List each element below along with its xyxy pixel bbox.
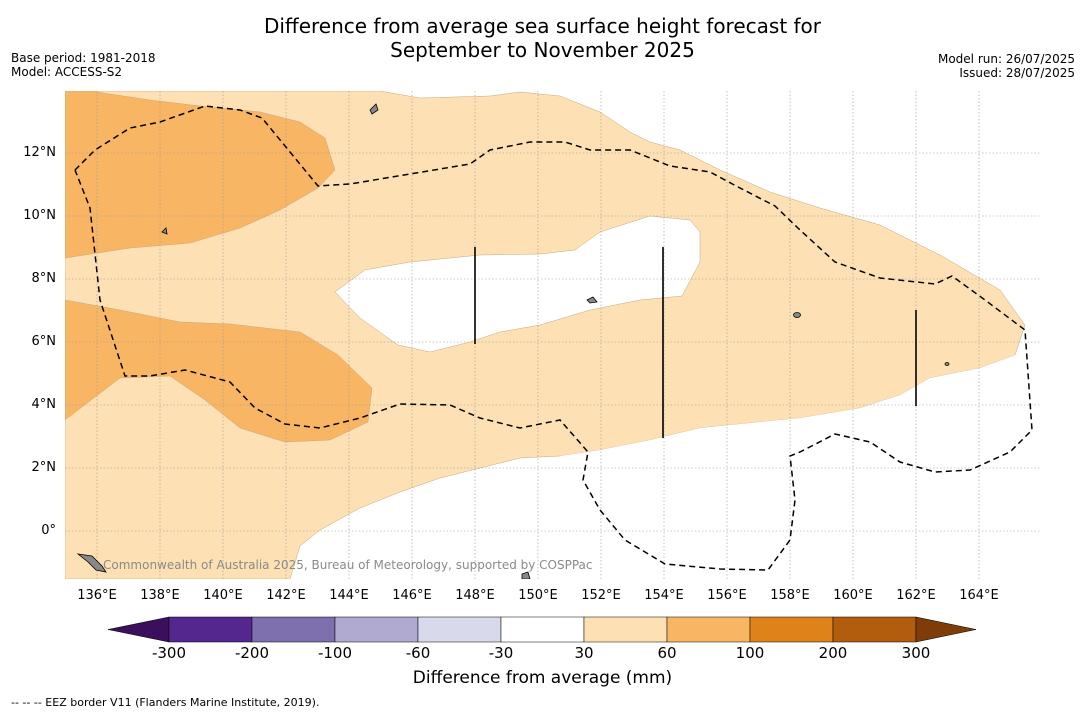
lat-label-8n: 8°N bbox=[31, 271, 57, 286]
islands bbox=[76, 103, 950, 579]
lon-label-140e: 140°E bbox=[203, 588, 243, 603]
lon-label-146e: 146°E bbox=[392, 588, 432, 603]
lon-label-138e: 138°E bbox=[140, 588, 180, 603]
colorbar-swatch-5 bbox=[500, 616, 585, 643]
lat-label-12n: 12°N bbox=[23, 145, 56, 160]
issued-date: Issued: 28/07/2025 bbox=[959, 66, 1075, 80]
map-credit: Commonwealth of Australia 2025, Bureau o… bbox=[103, 558, 593, 572]
anomaly-region-below-30 bbox=[334, 215, 701, 353]
title-line-1: Difference from average sea surface heig… bbox=[263, 14, 822, 38]
island-5 bbox=[944, 362, 950, 366]
colorbar-tick-4: -60 bbox=[405, 644, 431, 662]
island-2 bbox=[161, 227, 168, 235]
base-period: Base period: 1981-2018 bbox=[11, 51, 156, 65]
lon-label-152e: 152°E bbox=[581, 588, 621, 603]
colorbar-label: Difference from average (mm) bbox=[412, 668, 673, 688]
lon-label-154e: 154°E bbox=[644, 588, 684, 603]
colorbar-swatch-2 bbox=[251, 616, 336, 643]
lat-label-4n: 4°N bbox=[31, 397, 57, 412]
eez-border-lines bbox=[74, 105, 1033, 571]
lon-label-160e: 160°E bbox=[833, 588, 873, 603]
colorbar-arrow-right bbox=[915, 616, 977, 643]
lat-label-0: 0° bbox=[41, 523, 56, 538]
colorbar-tick-3: -100 bbox=[317, 644, 353, 662]
white-patch-south-east bbox=[560, 350, 1041, 579]
colorbar-tick-1: -300 bbox=[151, 644, 187, 662]
map-title: Difference from average sea surface heig… bbox=[0, 14, 1085, 62]
lon-label-148e: 148°E bbox=[455, 588, 495, 603]
colorbar bbox=[107, 616, 977, 643]
colorbar-swatch-1 bbox=[168, 616, 253, 643]
island-7 bbox=[521, 571, 531, 579]
colorbar-arrow-left bbox=[107, 616, 170, 643]
island-3 bbox=[586, 296, 598, 304]
meta-right: Model run: 26/07/2025 Issued: 28/07/2025 bbox=[938, 52, 1075, 80]
island-4 bbox=[793, 312, 801, 318]
map-area bbox=[65, 91, 1041, 579]
lon-label-158e: 158°E bbox=[770, 588, 810, 603]
meta-left: Base period: 1981-2018 Model: ACCESS-S2 bbox=[11, 51, 156, 79]
colorbar-swatch-7 bbox=[666, 616, 751, 643]
graticule bbox=[65, 91, 1041, 579]
lat-label-6n: 6°N bbox=[31, 334, 57, 349]
lon-label-142e: 142°E bbox=[266, 588, 306, 603]
colorbar-swatch-6 bbox=[583, 616, 668, 643]
eez-legend-note: -- -- -- EEZ border V11 (Flanders Marine… bbox=[11, 696, 320, 709]
model-name: Model: ACCESS-S2 bbox=[11, 65, 123, 79]
colorbar-swatch-9 bbox=[832, 616, 917, 643]
colorbar-tick-6: 30 bbox=[574, 644, 594, 662]
lon-label-164e: 164°E bbox=[959, 588, 999, 603]
lat-label-2n: 2°N bbox=[31, 460, 57, 475]
eez-solid-segments bbox=[474, 247, 917, 438]
colorbar-tick-7: 60 bbox=[657, 644, 677, 662]
colorbar-tick-8: 100 bbox=[735, 644, 765, 662]
colorbar-swatch-4 bbox=[417, 616, 502, 643]
lon-label-150e: 150°E bbox=[518, 588, 558, 603]
colorbar-swatch-8 bbox=[749, 616, 834, 643]
colorbar-tick-10: 300 bbox=[901, 644, 931, 662]
title-line-2: September to November 2025 bbox=[390, 38, 695, 62]
lon-label-144e: 144°E bbox=[329, 588, 369, 603]
island-6 bbox=[76, 553, 107, 573]
colorbar-tick-5: -30 bbox=[488, 644, 514, 662]
colorbar-tick-9: 200 bbox=[818, 644, 848, 662]
lat-label-10n: 10°N bbox=[23, 208, 56, 223]
lon-label-162e: 162°E bbox=[896, 588, 936, 603]
colorbar-swatch-3 bbox=[334, 616, 419, 643]
island-1 bbox=[369, 103, 379, 115]
model-run: Model run: 26/07/2025 bbox=[937, 52, 1075, 66]
lon-label-156e: 156°E bbox=[707, 588, 747, 603]
colorbar-tick-2: -200 bbox=[234, 644, 270, 662]
lon-label-136e: 136°E bbox=[77, 588, 117, 603]
